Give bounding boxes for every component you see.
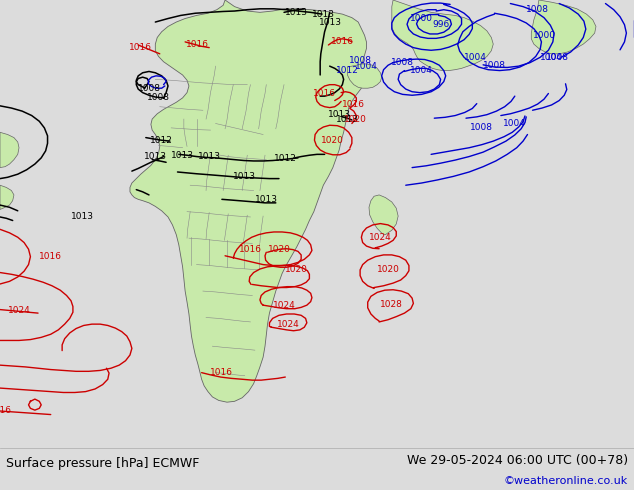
Text: 1008: 1008 [547, 53, 569, 62]
Text: 996: 996 [432, 20, 450, 29]
Text: 1013: 1013 [285, 8, 308, 17]
Text: 1013: 1013 [198, 152, 221, 161]
Polygon shape [531, 0, 596, 54]
Text: 1020: 1020 [268, 245, 290, 254]
Text: 1000: 1000 [533, 31, 555, 40]
Polygon shape [0, 185, 14, 210]
Text: 1013: 1013 [328, 110, 351, 119]
Polygon shape [369, 195, 398, 235]
Text: 1012: 1012 [150, 136, 173, 145]
Text: 1024: 1024 [273, 301, 295, 310]
Text: 1020: 1020 [321, 136, 344, 145]
Text: 1016: 1016 [0, 406, 11, 415]
Text: 1013: 1013 [71, 213, 94, 221]
Text: 1020: 1020 [377, 266, 399, 274]
Text: 1008: 1008 [526, 5, 549, 14]
Text: 1024: 1024 [369, 233, 392, 242]
Text: 1013: 1013 [144, 152, 167, 161]
Text: 1012: 1012 [274, 154, 297, 163]
Text: 1013: 1013 [255, 195, 278, 204]
Text: 1024: 1024 [8, 306, 30, 315]
Text: 1008: 1008 [147, 94, 170, 102]
Polygon shape [0, 132, 19, 168]
Text: 1013: 1013 [171, 151, 194, 160]
Text: 1016: 1016 [342, 100, 365, 109]
Text: 1013: 1013 [233, 172, 256, 181]
Text: 1028: 1028 [380, 300, 403, 309]
Text: 1016: 1016 [186, 41, 209, 49]
Text: 1008: 1008 [483, 61, 506, 70]
Text: 1016: 1016 [313, 89, 336, 98]
Text: Surface pressure [hPa] ECMWF: Surface pressure [hPa] ECMWF [6, 457, 200, 469]
Polygon shape [392, 0, 493, 71]
Text: 1020: 1020 [344, 116, 366, 124]
Text: 1016: 1016 [210, 368, 233, 377]
Polygon shape [130, 0, 366, 402]
Text: ©weatheronline.co.uk: ©weatheronline.co.uk [503, 476, 628, 486]
Text: 1004: 1004 [464, 53, 487, 62]
Text: 1013: 1013 [336, 116, 359, 124]
Text: 1012: 1012 [336, 66, 359, 75]
Text: 1013: 1013 [312, 10, 335, 19]
Polygon shape [347, 64, 382, 88]
Text: 1013: 1013 [320, 19, 342, 27]
Text: 1004: 1004 [540, 53, 563, 62]
Text: 1024: 1024 [277, 319, 300, 329]
Text: 1008: 1008 [391, 58, 414, 67]
Text: 1016: 1016 [39, 252, 62, 261]
Text: 1000: 1000 [410, 14, 433, 23]
Text: 1016: 1016 [129, 43, 152, 52]
Text: 1008: 1008 [349, 56, 372, 65]
Text: 1004: 1004 [503, 119, 526, 128]
Text: 1004: 1004 [410, 66, 433, 75]
Text: 1016: 1016 [331, 37, 354, 47]
Text: We 29-05-2024 06:00 UTC (00+78): We 29-05-2024 06:00 UTC (00+78) [406, 454, 628, 467]
Text: 1004: 1004 [355, 62, 378, 71]
Text: 1008: 1008 [138, 84, 160, 93]
Text: 1020: 1020 [285, 265, 308, 273]
Text: 1008: 1008 [470, 123, 493, 132]
Text: 1016: 1016 [239, 245, 262, 254]
